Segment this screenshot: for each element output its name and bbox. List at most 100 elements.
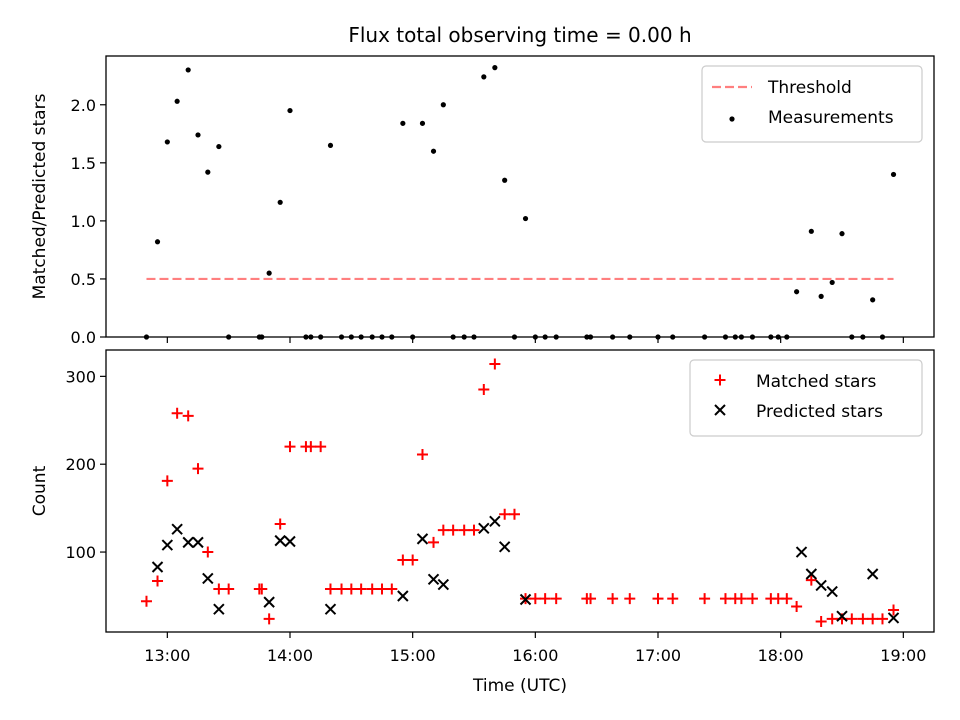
measurement-point (481, 74, 487, 80)
matched-star-point (324, 583, 336, 595)
matched-star-point (857, 613, 869, 625)
ratio-panel: 0.0 0.5 1.0 1.5 2.0 Matched/Predicted stars Th… (30, 55, 935, 347)
matched-star-point (192, 463, 204, 475)
matched-star-point (735, 593, 747, 605)
matched-star-point (284, 441, 296, 453)
measurement-point (522, 215, 529, 222)
matched-star-point (416, 449, 428, 461)
matched-star-point (781, 593, 793, 605)
predicted-star-point (519, 593, 532, 606)
legend-dot-label: Measurements (768, 108, 894, 128)
matched-star-point (140, 595, 152, 607)
matched-star-point (223, 583, 235, 595)
measurement-point (870, 297, 876, 303)
legend-matched-swatch (714, 374, 726, 386)
legend-measurement-swatch (729, 116, 735, 122)
x-tick-label: 17:00 (635, 646, 681, 665)
predicted-star-point (151, 561, 164, 573)
matched-star-point (746, 593, 758, 605)
predicted-star-point (805, 568, 818, 580)
matched-star-point (719, 593, 731, 605)
matched-star-point (489, 358, 501, 370)
matched-star-point (585, 593, 597, 605)
matched-star-point (171, 407, 183, 419)
measurement-point (287, 107, 293, 114)
matched-star-point (397, 554, 409, 566)
matched-star-point (508, 508, 520, 520)
matched-star-point (805, 574, 817, 586)
measurement-point (440, 102, 446, 108)
measurement-point (808, 228, 814, 234)
matched-star-point (478, 384, 490, 396)
plot-frame (105, 55, 935, 338)
matched-star-point (376, 583, 388, 595)
predicted-star-point (887, 612, 900, 624)
measurement-point (492, 65, 498, 71)
measurement-point (154, 239, 161, 245)
legend-x-label: Predicted stars (756, 402, 883, 422)
y-tick-label: 0.5 (71, 270, 96, 289)
measurement-point (400, 120, 406, 126)
predicted-star-point (161, 539, 174, 551)
predicted-star-point (263, 596, 275, 608)
matched-star-point (305, 441, 317, 453)
plot-frame (105, 349, 935, 633)
predicted-star-point (284, 535, 296, 548)
matched-star-point (791, 601, 803, 613)
y-tick-label: 1.5 (71, 154, 96, 173)
predicted-star-point (416, 533, 429, 545)
predicted-star-point (795, 546, 808, 558)
x-tick-label: 15:00 (390, 646, 436, 665)
matched-star-point (667, 593, 679, 605)
matched-star-point (336, 583, 348, 595)
matched-star-point (876, 613, 888, 625)
matched-star-point (539, 593, 551, 605)
matched-star-point (315, 441, 327, 453)
y-axis-label: Matched/Predicted stars (30, 93, 50, 299)
predicted-star-point (815, 579, 827, 592)
predicted-star-point (478, 522, 490, 535)
measurement-point (164, 139, 170, 145)
matched-star-point (345, 583, 357, 595)
matched-star-point (867, 613, 879, 625)
predicted-star-point (866, 568, 879, 580)
x-tick-label: 19:00 (880, 646, 926, 665)
matched-star-point (826, 613, 838, 625)
matched-star-point (652, 593, 664, 605)
predicted-star-point (489, 515, 501, 528)
matched-star-point (815, 615, 827, 627)
predicted-star-point (202, 572, 214, 585)
measurement-point (327, 142, 334, 149)
measurement-point (277, 199, 283, 205)
matched-star-point (550, 593, 562, 605)
predicted-star-point (274, 534, 286, 547)
measurement-point (216, 143, 222, 150)
y-tick-label: 1.0 (71, 212, 96, 231)
y-tick-label: 0.0 (71, 328, 96, 347)
legend-threshold-label: Threshold (767, 78, 852, 98)
measurement-point (794, 289, 800, 295)
chart-title: Flux total observing time = 0.00 h (348, 23, 691, 47)
matched-star-point (888, 604, 900, 616)
x-axis-label: Time (UTC) (472, 676, 567, 696)
matched-star-point (256, 583, 268, 595)
predicted-star-point (397, 590, 409, 602)
matched-star-point (499, 508, 511, 520)
predicted-star-point (427, 573, 440, 585)
legend-box (701, 65, 923, 143)
predicted-star-point (324, 603, 337, 615)
matched-star-point (407, 554, 419, 566)
matched-star-point (202, 546, 214, 558)
matched-star-point (386, 583, 398, 595)
measurement-point (205, 169, 211, 175)
measurement-point (502, 177, 508, 183)
x-tick-label: 13:00 (144, 646, 190, 665)
predicted-star-point (192, 536, 204, 549)
y-tick-label: 100 (65, 543, 96, 562)
legend-box (689, 359, 923, 437)
measurement-point (266, 270, 272, 276)
y-axis-label: Count (30, 465, 50, 516)
predicted-star-point (182, 536, 194, 549)
y-tick-label: 200 (65, 455, 96, 474)
